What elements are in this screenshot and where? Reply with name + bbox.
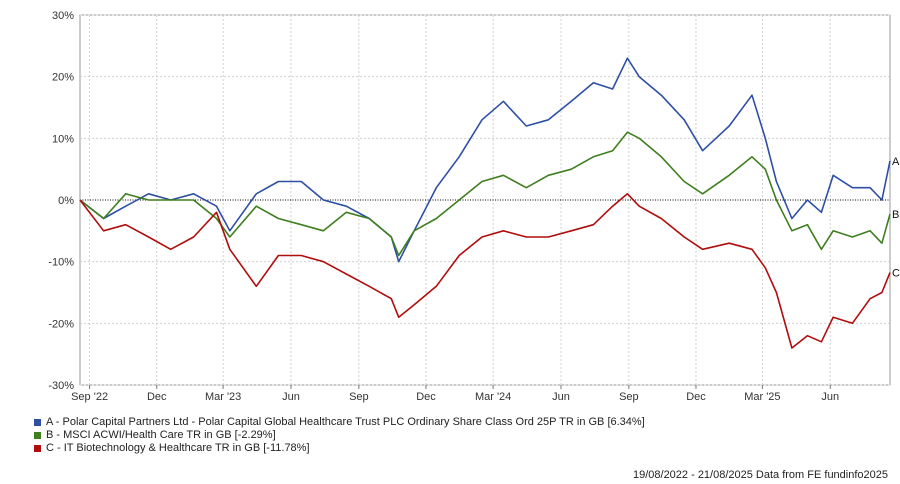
date-range-source: 19/08/2022 - 21/08/2025 Data from FE fun… [632, 469, 888, 481]
x-tick-label: Sep '22 [71, 391, 108, 403]
x-tick-label: Jun [821, 391, 839, 403]
y-tick-label: 30% [52, 10, 74, 22]
series-end-label-c: C [892, 268, 900, 280]
legend-item-b: B - MSCI ACWI/Health Care TR in GB [-2.2… [34, 429, 645, 442]
y-tick-label: 20% [52, 72, 74, 84]
x-tick-label: Dec [147, 391, 167, 403]
legend-label-a: A - Polar Capital Partners Ltd - Polar C… [46, 416, 645, 428]
line-chart: 30% 20% 10% 0% -10% -20% -30%Sep '22 Dec Mar '23… [48, 10, 900, 403]
x-tick-label: Dec [686, 391, 706, 403]
legend-item-a: A - Polar Capital Partners Ltd - Polar C… [34, 416, 645, 429]
legend-swatch-a [34, 419, 41, 426]
y-tick-label: 10% [52, 133, 74, 145]
y-tick-label: -30% [48, 380, 74, 392]
series-end-label-a: A [892, 156, 900, 168]
x-tick-label: Sep [349, 391, 369, 403]
y-tick-label: -10% [48, 257, 74, 269]
x-tick-label: Jun [552, 391, 570, 403]
x-tick-label: Sep [619, 391, 639, 403]
legend-swatch-c [34, 445, 41, 452]
series-line-a [79, 57, 891, 263]
x-tick-label: Dec [416, 391, 436, 403]
y-tick-label: 0% [58, 195, 74, 207]
legend-item-c: C - IT Biotechnology & Healthcare TR in … [34, 442, 645, 455]
legend-label-b: B - MSCI ACWI/Health Care TR in GB [-2.2… [46, 429, 276, 441]
y-tick-label: -20% [48, 318, 74, 330]
legend-swatch-b [34, 432, 41, 439]
legend: A - Polar Capital Partners Ltd - Polar C… [34, 416, 645, 455]
x-tick-label: Mar '24 [475, 391, 511, 403]
series-end-label-b: B [892, 209, 899, 221]
series-line-b [79, 131, 891, 257]
x-tick-label: Jun [282, 391, 300, 403]
x-tick-label: Mar '23 [205, 391, 241, 403]
series-line-c [79, 193, 891, 349]
legend-label-c: C - IT Biotechnology & Healthcare TR in … [46, 442, 310, 454]
x-tick-label: Mar '25 [744, 391, 780, 403]
